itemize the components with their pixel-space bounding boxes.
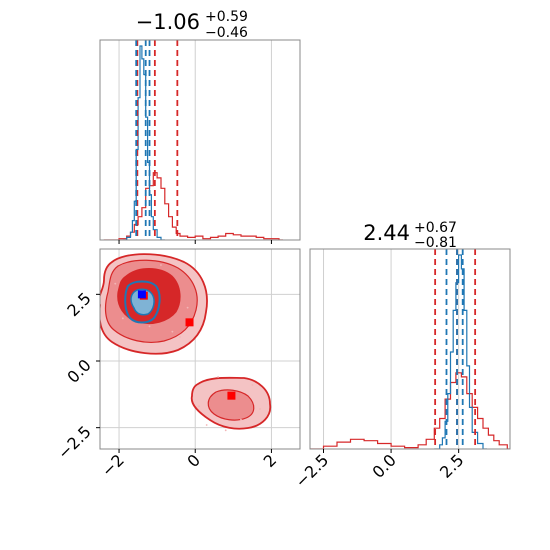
joint-sample-point bbox=[217, 376, 219, 378]
joint-y-tick-label: 2.5 bbox=[63, 289, 94, 320]
joint-sample-point bbox=[179, 336, 181, 338]
joint-sample-point bbox=[259, 408, 261, 410]
hist2-ticks: −2.5 0.0 2.5 bbox=[291, 449, 467, 491]
red-contour-inner-mode-c bbox=[207, 389, 255, 421]
title-param2-plus: +0.67 bbox=[414, 220, 457, 236]
hist2-series-0 bbox=[310, 372, 510, 449]
title-param1-minus: −0.46 bbox=[205, 25, 248, 41]
joint-y-tick-label: 0.0 bbox=[63, 355, 94, 386]
title-param2: 2.44 bbox=[363, 221, 410, 245]
hist1-gridlines bbox=[118, 40, 272, 240]
title-param2-value: 2.44 bbox=[363, 221, 410, 245]
joint-sample-point bbox=[186, 306, 189, 309]
title-param1: −1.06 bbox=[136, 10, 200, 34]
hist1-ticks bbox=[118, 240, 272, 244]
joint-sample-point bbox=[171, 330, 174, 333]
hist2-gridlines bbox=[323, 249, 460, 449]
blue-contour-outer bbox=[124, 280, 161, 324]
panel-hist-param2: −2.5 0.0 2.5 2.44 +0.67 −0.81 bbox=[291, 220, 511, 491]
panel-joint-2d: −2 0 2 −2.5 0.0 2.5 bbox=[54, 248, 301, 481]
joint-sample-point bbox=[251, 384, 254, 386]
joint-content bbox=[100, 253, 272, 432]
panel-hist-param1: −1.06 +0.59 −0.46 bbox=[99, 9, 301, 244]
joint-sample-point bbox=[224, 429, 227, 432]
joint-sample-point bbox=[160, 264, 162, 266]
hist1-content bbox=[103, 40, 283, 240]
hist2-series-1 bbox=[434, 254, 487, 449]
hist2-tick-label: 0.0 bbox=[368, 450, 399, 481]
title-param1-plus: +0.59 bbox=[205, 9, 248, 25]
joint-sample-point bbox=[205, 424, 208, 426]
joint-peak-marker bbox=[227, 391, 236, 400]
joint-x-tick-label: 0 bbox=[183, 450, 204, 471]
joint-sample-point bbox=[114, 282, 117, 285]
joint-peak-markers bbox=[114, 264, 261, 432]
joint-peak-marker bbox=[185, 318, 194, 327]
title-param2-minus: −0.81 bbox=[414, 235, 457, 251]
joint-sample-point bbox=[121, 317, 124, 320]
hist1-series-0 bbox=[103, 172, 283, 240]
joint-frame bbox=[99, 248, 301, 450]
hist2-tick-label: 2.5 bbox=[436, 450, 467, 481]
title-param1-value: −1.06 bbox=[136, 10, 200, 34]
joint-x-tick-label: 2 bbox=[260, 450, 281, 471]
hist1-frame bbox=[99, 39, 301, 241]
blue-contour-inner bbox=[130, 288, 155, 316]
joint-sample-point bbox=[148, 325, 151, 328]
hist2-tick-label: −2.5 bbox=[291, 450, 332, 491]
joint-peak-marker bbox=[137, 290, 146, 299]
joint-y-tick-label: −2.5 bbox=[54, 422, 95, 463]
joint-x-tick-label: −2 bbox=[98, 450, 128, 480]
joint-sample-point bbox=[198, 405, 200, 408]
hist1-series-1 bbox=[122, 45, 165, 240]
hist2-frame bbox=[309, 248, 511, 450]
joint-sample-point bbox=[240, 418, 242, 421]
hist2-content bbox=[310, 249, 510, 449]
